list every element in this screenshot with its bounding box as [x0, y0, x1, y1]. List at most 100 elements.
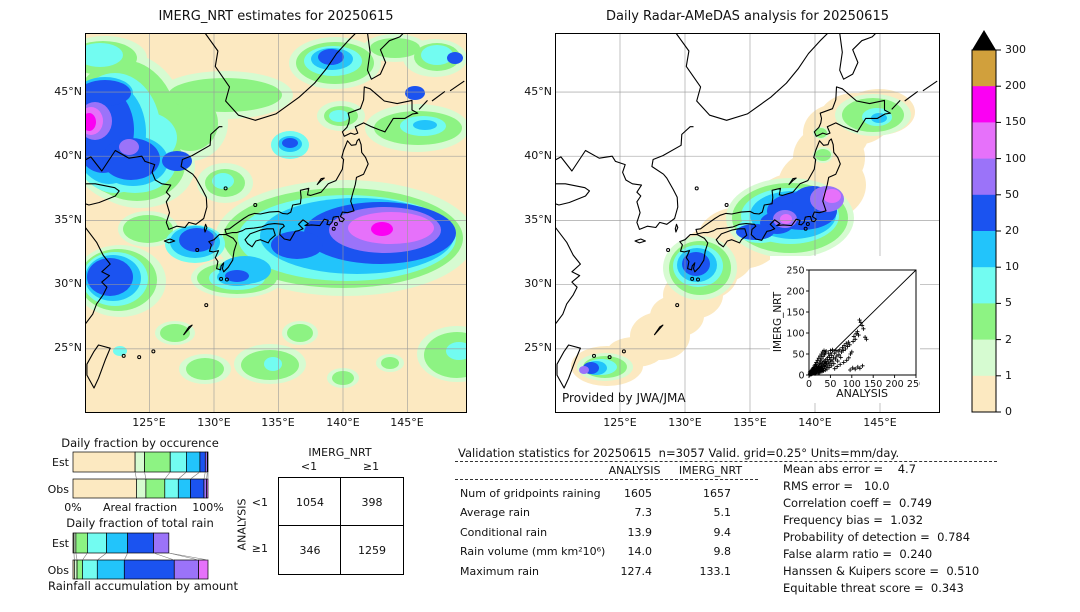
scatter-inset-canvas: 005050100100150150200200250250 ANALYSIS … — [772, 265, 925, 400]
contingency-cell: 346 — [299, 543, 321, 557]
contingency-row-label: <1 — [251, 496, 268, 509]
totalrain-chart-title: Daily fraction of total rain — [66, 516, 214, 530]
imerg-ytick: 35°N — [54, 213, 82, 226]
stats-row: Average rain 7.3 5.1 — [455, 506, 1000, 525]
contingency-col-header: IMERG_NRT — [308, 446, 372, 459]
stats-divider-2 — [455, 479, 758, 480]
radar-map-title: Daily Radar-AMeDAS analysis for 20250615 — [606, 9, 889, 24]
scatter-inset-panel: 005050100100150150200200250250 ANALYSIS … — [770, 256, 925, 403]
stat-label: Rain volume (mm km²10⁶) — [460, 545, 606, 559]
score-line: Correlation coeff = 0.749 — [783, 496, 932, 510]
stat-value-imerg: 1657 — [703, 487, 731, 500]
contingency-row-header: ANALYSIS — [235, 498, 249, 551]
colorbar-tick-label: 300 — [1005, 43, 1026, 56]
contingency-grid-vline — [340, 478, 341, 574]
radar-ytick: 25°N — [524, 341, 552, 354]
inset-xlabel: ANALYSIS — [836, 387, 888, 400]
score-line: Equitable threat score = 0.343 — [783, 581, 964, 595]
stat-value-analysis: 1605 — [624, 487, 652, 500]
stats-score-list: Mean abs error = 4.7 RMS error = 10.0 Corr… — [783, 461, 979, 597]
stat-value-analysis: 13.9 — [627, 525, 653, 539]
colorbar-tick-label: 150 — [1005, 115, 1026, 129]
areal-axis-0: 0% — [64, 501, 81, 514]
score-line: Probability of detection = 0.784 — [783, 530, 971, 544]
radar-xtick: 135°E — [733, 416, 767, 429]
svg-text:150: 150 — [864, 379, 882, 390]
score-line: False alarm ratio = 0.240 — [783, 547, 933, 561]
stat-value-analysis: 7.3 — [634, 506, 653, 520]
contingency-cell: 1259 — [358, 543, 386, 557]
svg-text:250: 250 — [907, 379, 920, 390]
svg-text:50: 50 — [792, 349, 804, 360]
colorbar-tick-label: 50 — [1005, 187, 1019, 201]
totalrain-obs-label: Obs — [48, 564, 70, 577]
svg-text:200: 200 — [786, 286, 804, 297]
imerg-xtick: 135°E — [261, 416, 295, 429]
occurrence-est-label: Est — [52, 456, 70, 469]
imerg-xtick: 125°E — [132, 416, 166, 429]
contingency-row-label: ≥1 — [251, 542, 268, 555]
stat-value-imerg: 9.4 — [713, 525, 732, 539]
contingency-cell: 398 — [361, 495, 383, 509]
radar-xtick: 130°E — [668, 416, 702, 429]
occurrence-chart-title: Daily fraction by occurence — [61, 436, 219, 450]
stat-label: Conditional rain — [460, 525, 548, 539]
stats-divider — [455, 461, 997, 462]
svg-text:150: 150 — [786, 307, 804, 318]
radar-xtick: 140°E — [798, 416, 832, 429]
colorbar-tick-label: 100 — [1005, 151, 1026, 165]
svg-text:100: 100 — [843, 379, 861, 390]
imerg-xtick: 145°E — [390, 416, 424, 429]
stats-title: Validation statistics for 20250615 n=305… — [458, 446, 900, 460]
score-line: Frequency bias = 1.032 — [783, 513, 924, 527]
stats-row: Conditional rain 13.9 9.4 — [455, 526, 1000, 545]
radar-xtick: 145°E — [863, 416, 897, 429]
stat-label: Maximum rain — [460, 564, 539, 578]
fraction-bars-panel: Daily fraction by occurence Est Obs 0% A… — [48, 436, 239, 593]
stats-row: Maximum rain 127.4 133.1 — [455, 565, 1000, 584]
svg-text:50: 50 — [824, 379, 836, 390]
occurrence-obs-label: Obs — [48, 483, 70, 496]
contingency-grid-hline — [279, 525, 403, 526]
stats-col-analysis: ANALYSIS — [608, 464, 661, 477]
imerg-xtick: 130°E — [197, 416, 231, 429]
stat-value-imerg: 5.1 — [713, 506, 732, 520]
imerg-ytick: 25°N — [54, 341, 82, 354]
score-line: RMS error = 10.0 — [783, 479, 890, 493]
contingency-grid: 1054 398 346 1259 — [278, 477, 404, 575]
imerg-ytick: 40°N — [54, 149, 82, 162]
totalrain-caption: Rainfall accumulation by amount — [48, 579, 238, 593]
colorbar-tick-label: 2 — [1005, 332, 1012, 346]
score-line: Mean abs error = 4.7 — [783, 462, 917, 476]
colorbar — [971, 30, 1001, 413]
imerg-ytick: 30°N — [54, 277, 82, 290]
colorbar-tick-label: 1 — [1005, 368, 1012, 382]
areal-axis-100: 100% — [192, 501, 223, 514]
imerg-xtick: 140°E — [326, 416, 360, 429]
stats-row: Rain volume (mm km²10⁶) 14.0 9.8 — [455, 545, 1000, 564]
data-credit: Provided by JWA/JMA — [562, 391, 686, 405]
colorbar-tick-label: 0 — [1005, 405, 1012, 418]
radar-xtick: 125°E — [603, 416, 637, 429]
svg-text:0: 0 — [806, 379, 812, 390]
imerg-map-title: IMERG_NRT estimates for 20250615 — [158, 9, 394, 24]
stat-label: Average rain — [460, 506, 530, 520]
colorbar-tick-label: 5 — [1005, 296, 1012, 310]
stat-value-imerg: 9.8 — [713, 545, 732, 559]
stat-value-analysis: 127.4 — [620, 564, 653, 578]
inset-ylabel: IMERG_NRT — [772, 291, 784, 352]
svg-text:0: 0 — [798, 370, 804, 381]
stats-row: Num of gridpoints raining 1605 1657 — [455, 487, 1000, 506]
stat-value-analysis: 14.0 — [627, 545, 653, 559]
imerg-map-canvas — [85, 33, 467, 413]
stats-col-imerg: IMERG_NRT — [678, 464, 743, 477]
svg-text:250: 250 — [786, 265, 804, 276]
stat-value-imerg: 133.1 — [699, 564, 732, 578]
contingency-col-label: <1 — [300, 460, 318, 473]
colorbar-tick-label: 200 — [1005, 79, 1026, 93]
svg-text:200: 200 — [886, 379, 904, 390]
score-line: Hanssen & Kuipers score = 0.510 — [783, 564, 980, 578]
areal-axis-label: Areal fraction — [103, 501, 177, 514]
contingency-col-label: ≥1 — [362, 460, 380, 473]
